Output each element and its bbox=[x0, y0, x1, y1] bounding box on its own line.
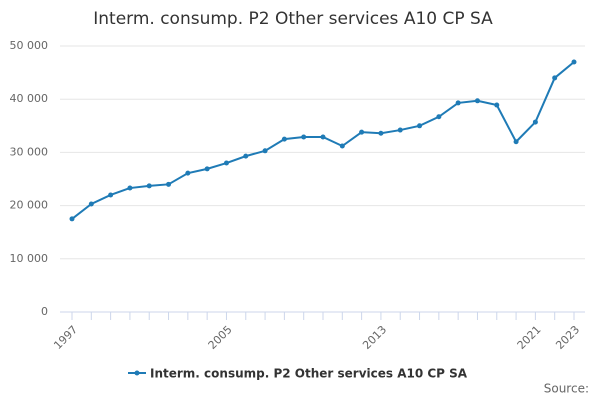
point bbox=[339, 143, 345, 149]
point bbox=[262, 148, 268, 154]
point bbox=[436, 114, 442, 120]
point bbox=[320, 134, 326, 140]
y-tick-label: 50 000 bbox=[10, 39, 49, 52]
point bbox=[127, 185, 133, 191]
point bbox=[243, 153, 249, 159]
point bbox=[455, 100, 461, 106]
point bbox=[378, 130, 384, 136]
point bbox=[185, 170, 191, 176]
line bbox=[71, 61, 575, 220]
point bbox=[108, 192, 114, 198]
point bbox=[571, 59, 577, 65]
point bbox=[513, 139, 519, 145]
point bbox=[204, 166, 210, 172]
point bbox=[359, 129, 365, 135]
y-tick-label: 10 000 bbox=[10, 252, 49, 265]
x-tick-label: 2005 bbox=[206, 323, 235, 352]
y-tick-label: 40 000 bbox=[10, 92, 49, 105]
point bbox=[532, 119, 538, 125]
source: Source: bbox=[544, 382, 589, 396]
point bbox=[417, 123, 423, 129]
point bbox=[397, 127, 403, 133]
point bbox=[552, 75, 558, 81]
y-tick-label: 0 bbox=[41, 305, 48, 318]
point bbox=[146, 183, 152, 189]
point bbox=[88, 201, 94, 207]
point bbox=[494, 102, 500, 108]
point bbox=[301, 134, 307, 140]
x-tick-label: 2013 bbox=[360, 323, 389, 352]
point bbox=[69, 216, 75, 222]
legend-label: Interm. consump. P2 Other services A10 C… bbox=[150, 367, 468, 381]
point bbox=[281, 136, 287, 142]
point bbox=[474, 98, 480, 104]
legend-marker bbox=[134, 370, 140, 376]
x-tick-label: 2021 bbox=[515, 323, 544, 352]
x-tick-label: 2023 bbox=[553, 323, 582, 352]
x-tick-label: 1997 bbox=[51, 323, 80, 352]
y-tick-label: 30 000 bbox=[10, 145, 49, 158]
y-tick-label: 20 000 bbox=[10, 199, 49, 212]
point bbox=[166, 181, 172, 187]
point bbox=[223, 160, 229, 166]
chart-title: Interm. consump. P2 Other services A10 C… bbox=[93, 9, 493, 29]
